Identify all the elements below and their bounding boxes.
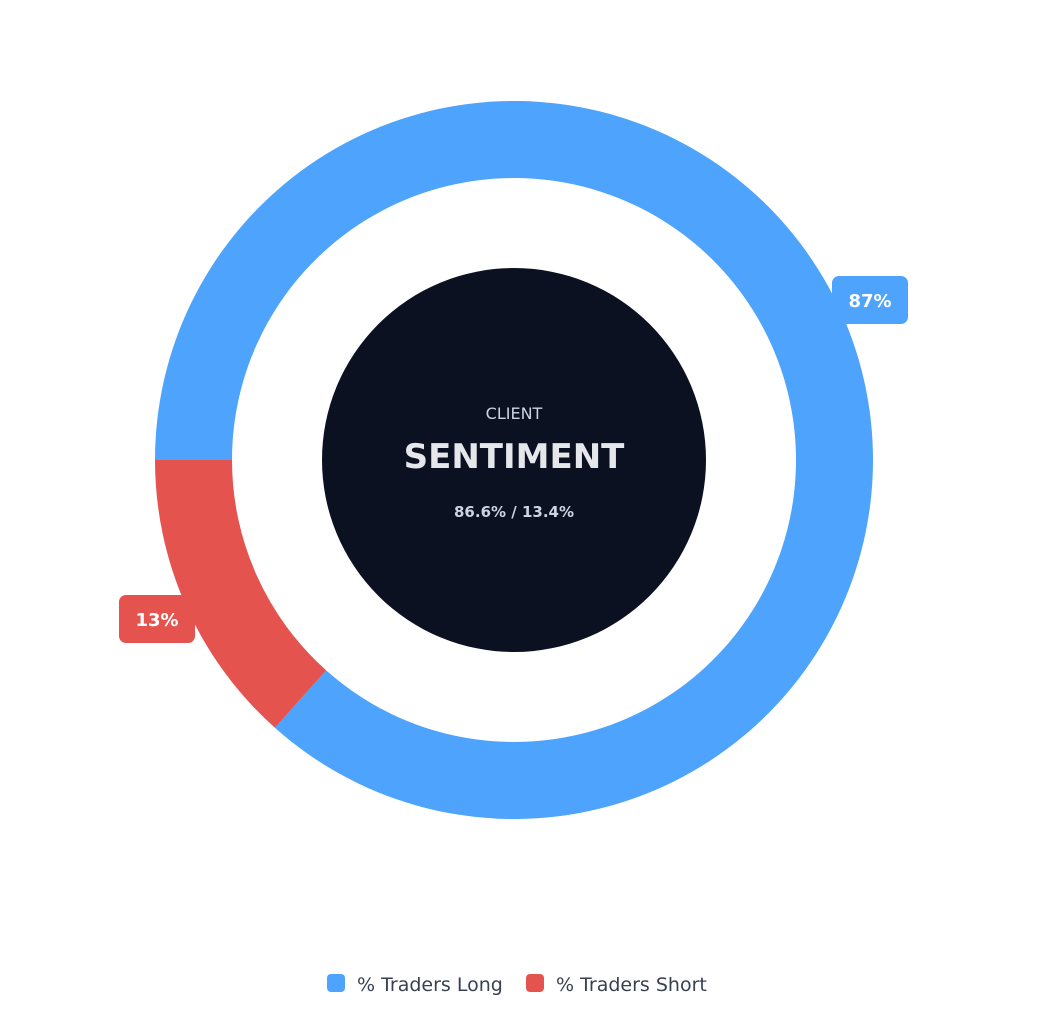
donut-slices bbox=[155, 101, 873, 819]
center-line-sentiment: SENTIMENT bbox=[404, 437, 626, 477]
legend-item-short[interactable]: % Traders Short bbox=[526, 974, 707, 996]
legend-item-long-swatch bbox=[327, 974, 345, 992]
legend-item-short-swatch bbox=[526, 974, 544, 992]
legend: % Traders Long % Traders Short bbox=[327, 974, 707, 996]
data-label-long-text: 87% bbox=[848, 291, 891, 312]
center-line-client: CLIENT bbox=[486, 404, 543, 423]
data-labels: 87% 13% bbox=[119, 276, 908, 643]
data-label-short-text: 13% bbox=[135, 610, 178, 631]
slice-traders-short[interactable] bbox=[155, 460, 327, 728]
data-label-short-box bbox=[119, 595, 195, 643]
center-line-ratio: 86.6% / 13.4% bbox=[454, 503, 574, 521]
center-disc bbox=[322, 268, 706, 652]
legend-item-short-label: % Traders Short bbox=[556, 974, 707, 996]
data-label-short: 13% bbox=[119, 595, 195, 643]
data-label-long: 87% bbox=[832, 276, 908, 324]
legend-item-long-label: % Traders Long bbox=[357, 974, 503, 996]
legend-item-long[interactable]: % Traders Long bbox=[327, 974, 503, 996]
data-label-long-box bbox=[832, 276, 908, 324]
